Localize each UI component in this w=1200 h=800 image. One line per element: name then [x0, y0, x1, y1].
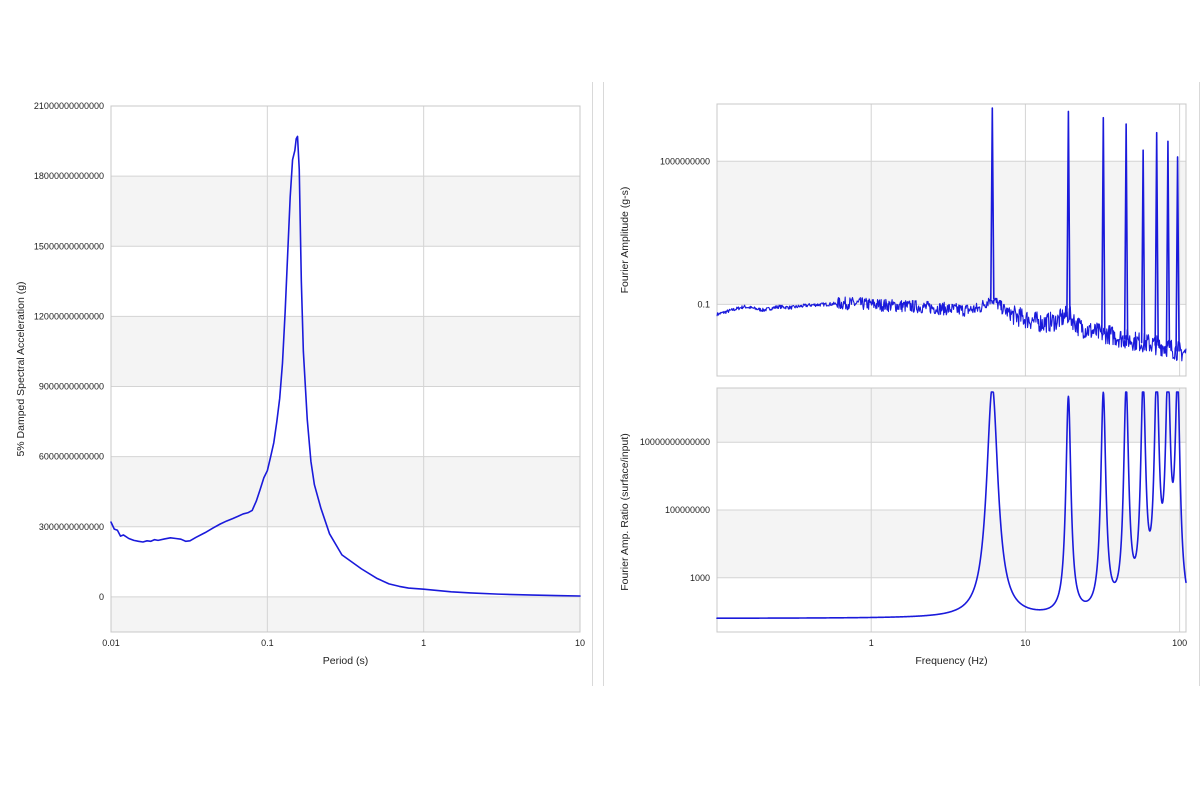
- x-tick-label: 1: [869, 638, 874, 648]
- grid-band: [111, 316, 580, 387]
- y-tick-label: 6000000000000: [39, 452, 104, 462]
- y-axis-title: Fourier Amp. Ratio (surface/input): [619, 433, 631, 591]
- y-tick-label: 15000000000000: [34, 241, 104, 251]
- series-layer: [110, 135, 581, 597]
- y-tick-label: 9000000000000: [39, 382, 104, 392]
- series-layer: [716, 391, 1187, 620]
- x-axis-title: Frequency (Hz): [915, 655, 987, 667]
- plot-frame: [110, 105, 581, 633]
- y-tick-label: 18000000000000: [34, 171, 104, 181]
- y-tick-label: 10000000000000: [640, 437, 710, 447]
- ratio-line: [716, 391, 1187, 620]
- plot-bands: [111, 106, 580, 632]
- grid-lines: [717, 388, 1186, 632]
- x-tick-label: 0.1: [261, 638, 274, 648]
- series-line: [110, 135, 581, 597]
- resonance-peak: [1165, 140, 1171, 349]
- y-tick-label: 100000000: [665, 505, 710, 515]
- tick-labels: 21000000000000 18000000000000 150000000000…: [34, 101, 585, 648]
- resonance-peak: [1101, 116, 1106, 335]
- y-tick-label: 0: [99, 592, 104, 602]
- resonance-peak: [1123, 123, 1129, 340]
- series-layer: [716, 107, 1187, 362]
- grid-band: [717, 388, 1186, 443]
- fourier-noise-line: [716, 293, 1187, 362]
- grid-band: [717, 161, 1186, 305]
- x-tick-label: 1: [421, 638, 426, 648]
- y-tick-label: 0.1: [697, 299, 710, 309]
- y-tick-label: 1000000000: [660, 156, 710, 166]
- resonance-peak: [1140, 149, 1146, 344]
- resonance-peak: [990, 107, 995, 300]
- y-tick-label: 12000000000000: [34, 311, 104, 321]
- grid-lines: [111, 105, 580, 632]
- amplification-ratio-chart: 10000000000000 100000000 1000 1 10 100 Freque…: [619, 387, 1187, 667]
- y-axis-title: 5% Damped Spectral Acceleration (g): [15, 281, 27, 456]
- tick-labels: 1000000000 0.1: [660, 156, 710, 309]
- x-tick-label: 10: [1020, 638, 1030, 648]
- x-axis-title: Period (s): [323, 655, 369, 667]
- fourier-amplitude-chart: 1000000000 0.1 Fourier Amplitude (g-s): [619, 103, 1187, 377]
- y-tick-label: 3000000000000: [39, 522, 104, 532]
- grid-band: [111, 596, 580, 632]
- grid-band: [717, 510, 1186, 578]
- response-spectrum-chart: 21000000000000 18000000000000 150000000000…: [15, 101, 585, 667]
- resonance-peak: [1154, 131, 1159, 346]
- resonance-peak: [1175, 156, 1180, 352]
- x-tick-label: 100: [1172, 638, 1187, 648]
- x-tick-label: 0.01: [102, 638, 120, 648]
- tick-labels: 10000000000000 100000000 1000 1 10 100: [640, 437, 1187, 648]
- plot-bands: [717, 104, 1186, 376]
- y-tick-label: 1000: [690, 573, 710, 583]
- y-tick-label: 21000000000000: [34, 101, 104, 111]
- y-axis-title: Fourier Amplitude (g-s): [619, 187, 631, 294]
- resonance-peak: [1066, 110, 1071, 316]
- grid-band: [111, 176, 580, 247]
- plot-frame: [716, 387, 1187, 633]
- grid-band: [111, 456, 580, 527]
- x-tick-label: 10: [575, 638, 585, 648]
- plot-frame: [716, 103, 1187, 377]
